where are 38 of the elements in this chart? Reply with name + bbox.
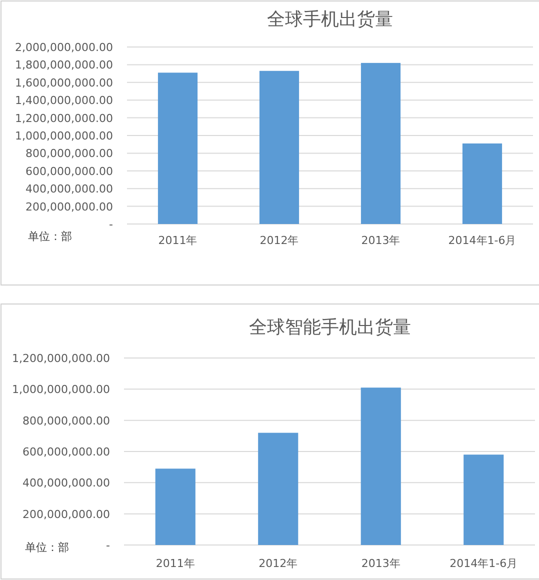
y-tick-label: 600,000,000.00 <box>26 164 113 178</box>
x-tick-label: 2014年1-6月 <box>450 557 518 570</box>
x-tick-label: 2012年 <box>260 234 299 247</box>
y-tick-label: 1,800,000,000.00 <box>15 58 113 72</box>
y-tick-label: 200,000,000.00 <box>22 508 110 521</box>
text: 单位：部 <box>28 230 72 243</box>
chart-title: 全球手机出货量 <box>267 9 393 30</box>
y-tick-label: 1,200,000,000.00 <box>12 352 110 365</box>
chart-title: 全球智能手机出货量 <box>249 317 411 338</box>
y-tick-label: 2,000,000,000.00 <box>15 41 113 54</box>
y-tick-label: 1,000,000,000.00 <box>15 130 113 142</box>
y-tick-label: 1,400,000,000.00 <box>15 94 113 108</box>
y-tick-label: 200,000,000.00 <box>26 200 113 214</box>
x-tick-label: 2013年 <box>361 557 400 570</box>
bar <box>360 388 401 545</box>
y-tick-label: 1,200,000,000.00 <box>15 112 113 125</box>
y-tick-label: - <box>109 218 114 231</box>
y-tick-label: 600,000,000.00 <box>22 446 110 458</box>
x-tick-label: 2012年 <box>258 557 298 570</box>
y-tick-label: 800,000,000.00 <box>22 414 110 428</box>
x-tick-label: 2013年 <box>361 234 400 247</box>
bar <box>462 143 502 224</box>
y-tick-label: 800,000,000.00 <box>26 147 113 160</box>
y-tick-label: 400,000,000.00 <box>22 476 110 490</box>
y-tick-label: 1,000,000,000.00 <box>12 383 110 396</box>
x-tick-label: 2014年1-6月 <box>448 234 516 247</box>
bar <box>155 468 196 545</box>
bar <box>258 432 298 545</box>
bar <box>360 62 401 224</box>
x-tick-label: 2011年 <box>158 234 198 247</box>
bar <box>464 454 504 545</box>
bar <box>158 72 198 224</box>
y-tick-label: 400,000,000.00 <box>26 182 113 196</box>
y-tick-label: 1,600,000,000.00 <box>15 76 113 90</box>
bar <box>259 70 300 224</box>
x-tick-label: 2011年 <box>156 557 195 570</box>
text: 单位：部 <box>25 541 69 554</box>
y-tick-label: - <box>106 539 110 552</box>
